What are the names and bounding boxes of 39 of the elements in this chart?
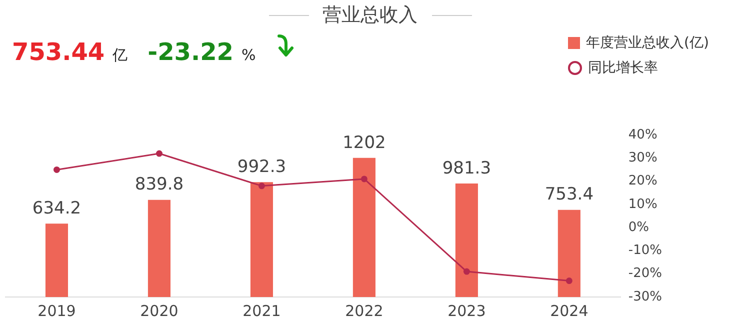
x-tick-label: 2021 [242,302,281,320]
data-label: 839.8 [134,174,184,195]
x-tick-label: 2022 [345,302,384,320]
x-tick-label: 2019 [38,302,76,320]
text: 753.44 [12,38,105,66]
x-tick-label: 2023 [448,302,486,320]
data-label: 753.4 [544,184,594,205]
text: -23.22 [148,38,234,66]
x-tick-label: 2020 [140,302,178,320]
chart-title: 营业总收入 [322,4,418,26]
y2-tick-label: 0% [628,220,650,235]
y2-tick-label: 40% [628,127,658,142]
text: 亿 [112,46,128,65]
bar [45,224,68,297]
legend-label: 同比增长率 [588,58,658,76]
bar [352,158,376,297]
point [463,268,470,275]
x-tick-label: 2024 [550,302,588,320]
bar [250,182,273,297]
point [360,176,368,182]
data-label: 634.2 [32,198,82,219]
point [258,182,265,190]
y2-tick-label: -10% [628,243,662,258]
point [156,150,162,157]
y2-tick-label: -20% [628,266,662,282]
bar [558,210,580,297]
y2-tick-label: 30% [628,150,658,166]
bar [148,200,170,297]
legend-label: 年度营业总收入(亿) [586,34,709,52]
text: % [242,46,256,64]
y2-tick-label: -30% [628,289,662,304]
data-label: 1202 [342,132,386,153]
point [53,166,60,173]
bar [455,183,478,297]
data-label: 992.3 [237,157,286,178]
y2-tick-label: 10% [628,196,658,212]
data-label: 981.3 [442,158,492,178]
y2-tick-label: 20% [628,174,658,189]
point [566,278,572,284]
